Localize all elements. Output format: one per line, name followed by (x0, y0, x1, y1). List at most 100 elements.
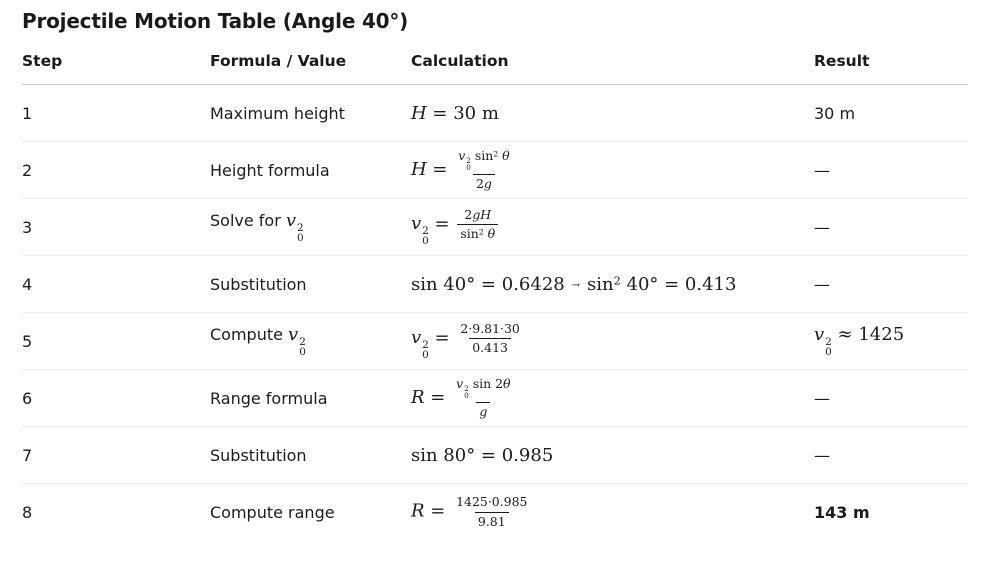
math-roman: = (428, 327, 456, 349)
step-cell: 2 (22, 141, 210, 199)
math-variable: v (285, 209, 297, 231)
page: Projectile Motion Table (Angle 40°) Step… (22, 9, 968, 540)
column-header-result: Result (814, 36, 968, 85)
result-cell: — (814, 141, 968, 199)
step-cell: 3 (22, 198, 210, 256)
calculation-cell: sin 40° = 0.6428 → sin2 40° = 0.413 (411, 255, 814, 313)
math-variable: θ (483, 226, 496, 242)
table-row: 6 Range formula R = v20 sin 2θ g — (22, 369, 968, 427)
math-roman: sin (587, 273, 614, 295)
formula-cell: Range formula (210, 369, 411, 427)
math-roman: 9.81 (477, 513, 506, 529)
formula-cell: Substitution (210, 426, 411, 484)
projectile-motion-table: Step Formula / Value Calculation Result … (22, 36, 968, 540)
formula-cell: Maximum height (210, 85, 411, 142)
math-variable: H (411, 102, 427, 124)
result-cell: — (814, 426, 968, 484)
math-superscript: 2 (422, 225, 429, 238)
result-cell: — (814, 369, 968, 427)
math-superscript: 2 (825, 336, 832, 349)
column-header-formula-value: Formula / Value (210, 36, 411, 85)
math-variable: v (814, 323, 825, 345)
math-roman: 0.413 (472, 340, 508, 356)
math-variable: v (411, 327, 422, 349)
math-fraction: 2gH sin2 θ (457, 207, 499, 243)
math-subscript: 0 (297, 232, 304, 245)
math-roman: sin (470, 147, 494, 163)
math-subscript: 0 (422, 349, 429, 362)
fraction-denominator: sin2 θ (457, 224, 499, 242)
step-cell: 7 (22, 426, 210, 484)
step-cell: 6 (22, 369, 210, 427)
math-fraction: 1425·0.985 9.81 (453, 494, 530, 530)
math-roman: 2 (464, 206, 473, 222)
fraction-numerator: 2·9.81·30 (457, 321, 523, 338)
math-superscript: 2 (613, 273, 621, 287)
table-row: 1 Maximum height H = 30 m 30 m (22, 85, 968, 142)
result-cell: — (814, 198, 968, 256)
math-roman: = (426, 158, 454, 180)
calculation-cell: H = 30 m (411, 85, 814, 142)
math-variable: θ (503, 375, 511, 391)
math-subscript: 0 (825, 346, 832, 359)
text: Substitution (210, 274, 307, 294)
math-subscript: 0 (299, 346, 306, 359)
text: Range formula (210, 388, 328, 408)
column-header-step: Step (22, 36, 210, 85)
result-cell: — (814, 255, 968, 313)
text: Substitution (210, 445, 307, 465)
text: Compute (210, 324, 289, 344)
math-roman: = (424, 500, 452, 522)
math-variable: g (479, 403, 488, 419)
math-superscript: 2 (493, 149, 499, 159)
math-variable: v (288, 323, 299, 345)
math-roman: sin 80° = 0.985 (411, 444, 554, 466)
result-cell: 30 m (814, 85, 968, 142)
math-variable: g (483, 175, 492, 191)
text-bold: 143 m (814, 502, 870, 522)
math-variable: v (411, 213, 422, 235)
fraction-denominator: 9.81 (474, 511, 509, 530)
column-header-calculation: Calculation (411, 36, 814, 85)
math-roman: 40° = 0.413 (620, 273, 737, 295)
math-roman: = 30 m (426, 102, 499, 124)
result-cell: 143 m (814, 483, 968, 540)
fraction-numerator: 2gH (461, 207, 494, 224)
math-roman: sin 2 (468, 375, 504, 391)
formula-cell: Compute range (210, 483, 411, 540)
math-variable: R (411, 500, 425, 522)
math-roman: 2 (475, 175, 484, 191)
math-variable: v (458, 147, 466, 163)
text: — (814, 160, 830, 180)
step-cell: 8 (22, 483, 210, 540)
text: Solve for (210, 210, 286, 230)
math-roman: = (428, 213, 456, 235)
math-superscript: 2 (297, 222, 304, 235)
math-superscript: 2 (466, 156, 471, 166)
header-row: Step Formula / Value Calculation Result (22, 36, 968, 85)
math-variable: gH (472, 206, 492, 222)
calculation-cell: R = 1425·0.985 9.81 (411, 483, 814, 540)
text: Compute range (210, 502, 335, 522)
fraction-numerator: 1425·0.985 (453, 494, 530, 511)
text: — (814, 388, 830, 408)
